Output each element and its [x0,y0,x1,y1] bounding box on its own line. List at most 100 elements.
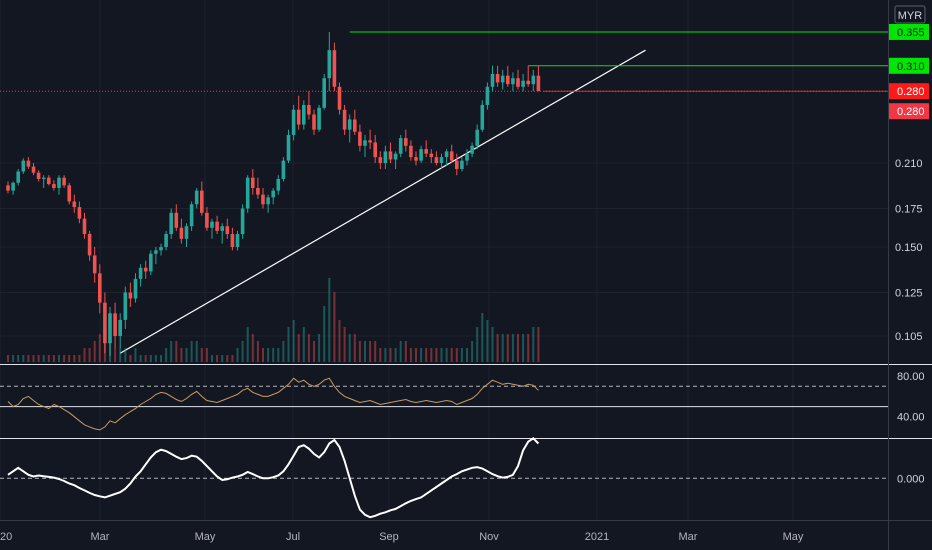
volume-bar [430,348,433,362]
volume-bar [537,327,540,362]
volume-bar [139,355,142,362]
volume-bar [491,327,494,362]
volume-bar [98,334,101,362]
candle-body [47,177,51,185]
candle-body [378,157,383,163]
candle-body [439,157,444,163]
candle-body [455,160,459,170]
volume-bar [175,341,178,362]
volume-bar [12,355,15,362]
volume-bar [149,355,152,362]
candle-body [11,182,15,191]
candle-body [444,151,449,158]
candle-body [342,109,347,130]
volume-bar [216,355,219,362]
volume-bar [231,355,234,362]
volume-bar [58,355,60,362]
candle-body [409,145,413,158]
candle-body [434,157,439,163]
volume-bar [343,327,346,362]
time-axis[interactable]: 2020 Mar May Jul Sep Nov 2021 Mar May [0,531,804,543]
candle-body [174,212,179,228]
volume-bar [42,355,45,362]
volume-bar [190,341,193,362]
price-level-tag [889,57,929,74]
time-tick-label: Nov [479,531,499,543]
volume-bar [154,355,157,362]
candle-body [154,250,158,254]
price-level-tag-label: 0.280 [897,86,925,98]
volume-bar [114,348,117,362]
rsi-tick-label: 80.00 [897,371,925,383]
candle-body [358,131,362,146]
candle-body [113,313,117,336]
candle-body [189,204,194,227]
currency-badge[interactable]: MYR [894,5,926,24]
candle-body [205,212,209,228]
time-tick-label: May [195,531,216,543]
volume-bar [506,334,509,362]
price-level-tag [889,23,929,40]
candle-body [511,78,515,85]
volume-bar [22,355,25,362]
candle-body [465,153,469,161]
volume-bar [415,348,417,362]
volume-bar [496,334,499,362]
volume-bar [440,348,443,362]
candle-body [398,138,403,154]
candle-body [266,197,270,205]
candle-body [62,177,66,186]
candle-body [31,166,36,173]
candle-body [261,194,265,205]
candle-body [149,253,153,272]
candle-body [307,104,311,115]
time-tick-label: 2021 [585,531,609,543]
volume-bar [348,334,351,362]
price-tags: 0.355 0.310 0.280 0.280 [889,23,929,120]
volume-bar [73,355,76,362]
candle-body [490,73,495,87]
candle-body [312,114,316,130]
volume-bar [262,348,264,362]
volume-bar [466,348,468,362]
candle-body [220,226,224,231]
volume-bar [435,348,438,362]
candle-body [179,227,184,239]
volume-bar [68,355,71,362]
candle-body [108,313,112,344]
candle-body [194,190,199,205]
candle-body [317,107,321,130]
volume-bar [445,348,448,362]
volume-bar [358,341,361,362]
last-price-tag-label: 0.280 [897,106,925,118]
candle-body [159,246,163,251]
candle-body [82,218,87,235]
candle-body [419,149,423,161]
volume-bar [160,355,162,362]
candle-body [531,75,536,85]
candle-body [516,78,520,87]
volume-bar [144,355,147,362]
volume-bar [211,355,213,362]
candle-body [215,221,219,231]
volume-bar [338,320,341,362]
volume-bar [47,355,50,362]
volume-bar [63,355,66,362]
volume-bar [236,348,239,362]
candle-body [87,234,92,256]
macd-tick-label: 0.000 [897,473,925,485]
price-axis[interactable]: 0.105 0.125 0.150 0.175 0.210 80.00 40.00 0.000 [895,158,925,485]
candle-body [92,255,97,274]
candle-body [485,86,490,105]
rsi-tick-label: 40.00 [897,412,925,424]
volume-bar [501,334,504,362]
volume-bar [119,348,122,362]
candle-body [521,80,525,87]
candle-body [200,190,204,213]
volume-bar [256,341,259,362]
volume-bar [307,334,310,362]
candle-body [164,234,168,247]
volume-bar [404,341,407,362]
price-tick-label: 0.105 [895,331,923,343]
